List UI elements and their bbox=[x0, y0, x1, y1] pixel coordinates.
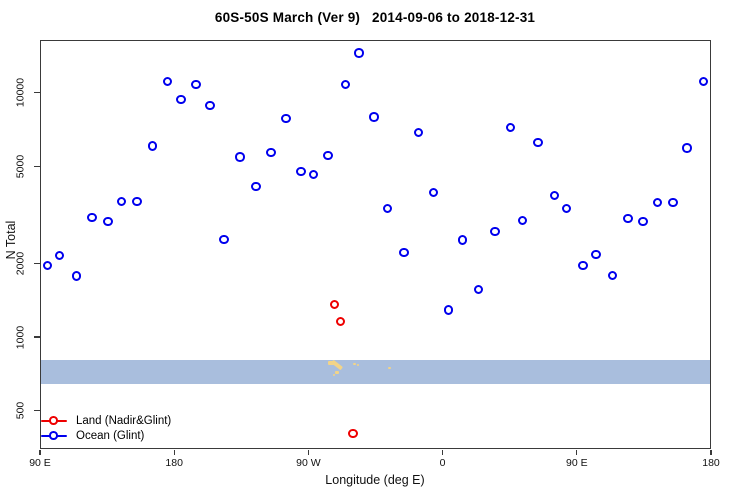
map-land-falkland-islands bbox=[353, 363, 357, 366]
data-point-ocean bbox=[473, 284, 484, 295]
data-point-ocean bbox=[219, 234, 229, 245]
plot-area bbox=[40, 40, 711, 449]
data-point-ocean bbox=[591, 249, 601, 260]
data-point-ocean bbox=[428, 187, 439, 198]
y-tick-label: 10000 bbox=[14, 77, 27, 108]
data-point-ocean bbox=[87, 212, 97, 223]
x-tick bbox=[39, 449, 41, 455]
legend-circle-ocean bbox=[49, 431, 58, 440]
data-point-ocean bbox=[457, 235, 468, 245]
data-point-ocean bbox=[281, 113, 291, 124]
data-point-ocean bbox=[205, 100, 215, 111]
data-point-ocean bbox=[162, 76, 173, 87]
data-point-ocean bbox=[533, 137, 543, 148]
data-point-ocean bbox=[340, 79, 351, 90]
data-point-ocean bbox=[323, 150, 333, 161]
y-tick-label: 5000 bbox=[14, 154, 27, 178]
chart-title: 60S-50S March (Ver 9) 2014-09-06 to 2018… bbox=[214, 10, 536, 25]
legend-label-ocean: Ocean (Glint) bbox=[76, 430, 145, 442]
data-point-ocean bbox=[54, 250, 65, 261]
map-land-falkland-islands bbox=[357, 364, 360, 367]
data-point-land bbox=[329, 299, 340, 310]
y-tick bbox=[34, 165, 40, 167]
y-tick-label: 2000 bbox=[14, 251, 27, 276]
data-point-land bbox=[335, 316, 346, 327]
legend-marker-land-icon bbox=[41, 416, 67, 425]
data-point-ocean bbox=[490, 226, 500, 237]
data-point-ocean bbox=[517, 215, 528, 226]
data-point-ocean bbox=[623, 213, 633, 224]
data-point-ocean bbox=[132, 196, 142, 207]
data-point-ocean bbox=[561, 203, 572, 214]
data-point-ocean bbox=[399, 247, 409, 258]
legend-circle-land bbox=[49, 416, 58, 425]
map-land-south-america-tip bbox=[334, 371, 339, 375]
legend-marker-ocean-icon bbox=[41, 431, 67, 440]
x-axis-title: Longitude (deg E) bbox=[325, 473, 425, 487]
x-tick-label: 180 bbox=[702, 457, 720, 469]
x-tick bbox=[710, 449, 712, 455]
data-point-ocean bbox=[147, 141, 158, 151]
y-tick-label: 1000 bbox=[14, 325, 27, 349]
y-tick bbox=[34, 410, 40, 412]
data-point-ocean bbox=[682, 143, 692, 153]
data-point-ocean bbox=[71, 271, 82, 281]
x-tick bbox=[307, 449, 309, 455]
x-tick bbox=[576, 449, 578, 455]
x-tick bbox=[173, 449, 175, 455]
data-point-ocean bbox=[549, 190, 560, 201]
data-point-ocean bbox=[235, 152, 245, 162]
y-tick-label: 500 bbox=[14, 401, 27, 420]
data-point-ocean bbox=[42, 260, 53, 271]
data-point-ocean bbox=[382, 203, 393, 214]
data-point-ocean bbox=[354, 48, 364, 58]
data-point-ocean bbox=[308, 169, 319, 180]
x-tick-label: 90 W bbox=[296, 457, 321, 469]
x-tick-label: 90 E bbox=[29, 457, 51, 469]
data-point-ocean bbox=[176, 94, 186, 105]
y-tick bbox=[34, 91, 40, 94]
data-point-ocean bbox=[638, 216, 648, 227]
data-point-ocean bbox=[578, 260, 588, 271]
data-point-ocean bbox=[607, 270, 618, 281]
data-point-ocean bbox=[668, 197, 678, 208]
map-land-south-georgia bbox=[387, 367, 391, 370]
data-point-land bbox=[348, 428, 358, 439]
data-point-ocean bbox=[116, 196, 126, 207]
legend-item-land: Land (Nadir&Glint) bbox=[41, 415, 172, 427]
data-point-ocean bbox=[505, 122, 516, 133]
x-tick bbox=[442, 449, 444, 455]
data-point-ocean bbox=[698, 76, 709, 87]
data-point-ocean bbox=[652, 197, 663, 208]
data-point-ocean bbox=[369, 112, 379, 122]
data-point-ocean bbox=[191, 79, 201, 90]
legend-item-ocean: Ocean (Glint) bbox=[41, 430, 145, 442]
data-point-ocean bbox=[296, 166, 306, 177]
data-point-ocean bbox=[266, 147, 276, 158]
data-point-ocean bbox=[103, 216, 113, 227]
data-point-ocean bbox=[413, 127, 424, 138]
x-tick-label: 0 bbox=[439, 457, 446, 469]
y-tick bbox=[34, 262, 40, 264]
map-land-south-america-tip bbox=[332, 374, 335, 377]
x-tick-label: 180 bbox=[165, 457, 183, 469]
legend-label-land: Land (Nadir&Glint) bbox=[76, 415, 172, 427]
data-point-ocean bbox=[251, 181, 261, 192]
x-tick-label: 90 E bbox=[565, 457, 588, 469]
y-tick bbox=[34, 336, 40, 338]
data-point-ocean bbox=[443, 305, 454, 315]
map-ocean-strip bbox=[41, 360, 710, 384]
